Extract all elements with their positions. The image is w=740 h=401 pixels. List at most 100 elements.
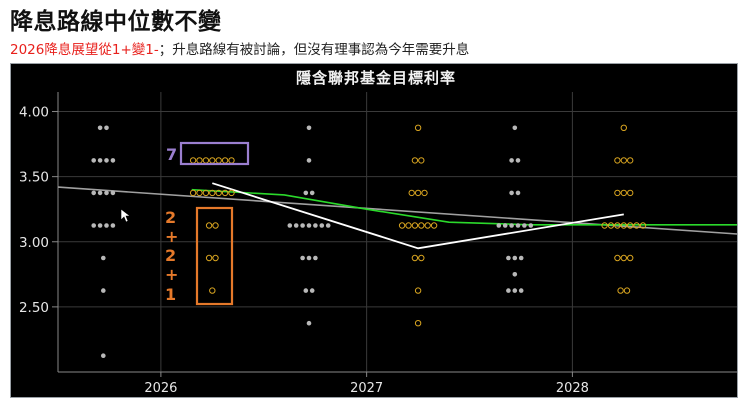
current-dot-marker	[212, 222, 219, 229]
orange-box-label-1: 2	[165, 208, 176, 227]
current-median-line	[212, 182, 624, 250]
prior-dot-marker	[306, 255, 312, 261]
prior-dot-marker	[110, 223, 116, 228]
purple-highlight-box	[179, 141, 250, 166]
prior-dot-marker	[104, 190, 109, 196]
current-dot-marker	[418, 254, 425, 262]
current-dot-marker	[620, 157, 627, 164]
chart-title: 隱含聯邦基金目標利率	[296, 69, 456, 87]
prior-dot-marker	[518, 255, 524, 261]
prior-dot-marker	[506, 255, 511, 261]
prior-dot-marker	[313, 223, 318, 228]
prior-dot-marker	[101, 288, 106, 293]
current-dot-marker	[617, 287, 624, 294]
orange-highlight-box	[195, 206, 234, 306]
current-dot-marker	[601, 222, 608, 229]
prior-dot-marker	[104, 125, 109, 131]
prior-dot-marker	[512, 288, 518, 293]
prior-dot-marker	[303, 288, 309, 293]
current-dot-marker	[620, 254, 627, 262]
gridlines	[58, 92, 737, 372]
current-dot-marker	[215, 189, 222, 197]
current-dot-marker	[228, 157, 235, 164]
prior-dot-marker	[91, 190, 96, 196]
prior-dot-marker	[515, 190, 521, 196]
prior-dot-marker	[101, 255, 106, 261]
current-dot-marker	[228, 189, 235, 197]
current-dot-marker	[209, 189, 216, 197]
prior-dot-marker	[522, 223, 527, 228]
current-dot-marker	[196, 157, 203, 164]
current-dot-marker	[418, 157, 425, 164]
current-dot-marker	[398, 222, 406, 229]
tick-labels: 4.00 3.50 3.00 2.50 2026 2027 2028	[19, 105, 589, 396]
prior-dot-marker	[293, 223, 299, 228]
current-dot-marker	[627, 222, 634, 229]
mouse-cursor-icon	[120, 208, 131, 223]
current-dot-marker	[405, 222, 412, 229]
orange-box-label-4: +	[165, 265, 178, 284]
prior-dot-marker	[287, 223, 293, 228]
dot-markers	[91, 124, 647, 359]
current-dot-marker	[620, 222, 627, 229]
prior-dot-marker	[509, 190, 514, 196]
current-dot-marker	[614, 189, 621, 197]
prior-dot-marker	[306, 158, 312, 163]
prior-dot-marker	[518, 288, 524, 293]
prior-dot-marker	[306, 125, 312, 131]
prior-dot-marker	[110, 158, 116, 163]
series-lines	[57, 182, 737, 250]
current-dot-marker	[189, 189, 197, 197]
x-tick-label: 2028	[556, 381, 589, 396]
market-implied-line	[191, 188, 737, 226]
current-dot-marker	[212, 254, 219, 262]
prior-dot-marker	[97, 158, 103, 163]
prior-dot-marker	[512, 272, 518, 277]
prior-dot-marker	[509, 158, 514, 163]
prior-dot-marker	[303, 190, 309, 196]
page-subtitle: 2026降息展望從1+變1-；升息路線有被討論，但沒有理事認為今年需要升息	[10, 38, 469, 58]
current-dot-marker	[607, 222, 615, 229]
current-dot-marker	[414, 124, 422, 131]
current-dot-marker	[411, 254, 419, 262]
prior-dot-marker	[300, 223, 305, 228]
prior-dot-marker	[502, 223, 508, 228]
prior-dot-marker	[97, 125, 103, 131]
current-dot-marker	[209, 287, 216, 294]
y-tick-label: 3.00	[19, 235, 49, 251]
prior-dot-marker	[110, 190, 116, 196]
current-dot-marker	[205, 254, 213, 262]
prior-dot-marker	[104, 158, 109, 163]
current-dot-marker	[627, 157, 634, 164]
current-dot-marker	[202, 157, 210, 164]
current-dot-marker	[623, 287, 631, 294]
purple-box-label: 7	[166, 145, 177, 164]
prior-dot-marker	[512, 125, 518, 131]
current-dot-marker	[202, 189, 210, 197]
prior-dot-marker	[506, 288, 511, 293]
prior-dot-marker	[91, 223, 96, 228]
current-dot-marker	[620, 124, 627, 131]
current-dot-marker	[205, 222, 213, 229]
current-dot-marker	[196, 189, 203, 197]
prior-dot-marker	[515, 223, 521, 228]
current-dot-marker	[614, 157, 621, 164]
prior-dot-marker	[306, 223, 312, 228]
subtitle-highlight: 2026降息展望從1+變1-	[10, 42, 159, 58]
orange-box-label-5: 1	[165, 285, 176, 304]
prior-dot-marker	[91, 158, 96, 163]
x-tick-label: 2026	[144, 381, 177, 396]
current-dot-marker	[414, 320, 422, 327]
current-dot-marker	[430, 222, 438, 229]
current-dot-marker	[414, 287, 422, 294]
prior-dot-marker	[325, 223, 331, 228]
current-dot-marker	[620, 189, 627, 197]
prior-dot-marker	[319, 223, 325, 228]
current-dot-marker	[411, 222, 419, 229]
prior-dot-marker	[515, 158, 521, 163]
current-dot-marker	[215, 157, 222, 164]
orange-box-label-3: 2	[165, 246, 176, 265]
prior-dot-marker	[528, 223, 534, 228]
current-dot-marker	[221, 189, 229, 197]
dot-plot-chart: 4.00 3.50 3.00 2.50 2026 2027 2028 隱含聯邦基金目標利率 …	[10, 63, 738, 398]
